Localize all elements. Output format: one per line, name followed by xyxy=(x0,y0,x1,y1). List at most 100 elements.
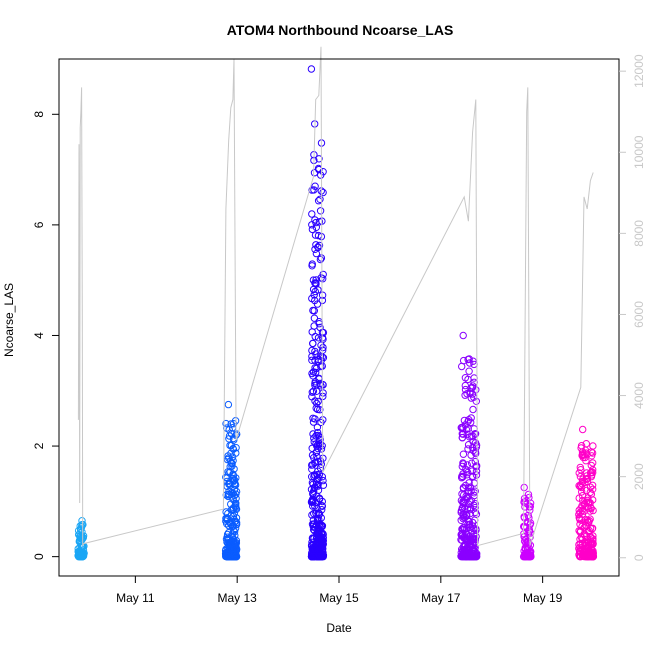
data-point xyxy=(464,445,472,453)
data-point xyxy=(583,472,591,480)
data-point xyxy=(317,382,325,390)
data-point xyxy=(312,218,320,227)
data-point xyxy=(464,487,472,495)
data-point xyxy=(317,362,325,371)
y-tick-label: 2 xyxy=(32,442,46,449)
data-point xyxy=(582,532,591,540)
data-point xyxy=(227,449,235,457)
data-point xyxy=(231,481,240,489)
data-point xyxy=(319,270,327,279)
data-point xyxy=(230,527,238,535)
data-point xyxy=(224,552,232,561)
data-point xyxy=(319,537,327,546)
data-point xyxy=(469,405,477,414)
data-point xyxy=(471,457,479,466)
data-point xyxy=(521,498,529,506)
x-tick-label: May 11 xyxy=(116,591,155,605)
data-point xyxy=(472,471,481,479)
data-point xyxy=(223,530,232,539)
y-axis-label: Ncoarse_LAS xyxy=(2,283,16,357)
data-point xyxy=(312,276,320,284)
data-point xyxy=(75,550,84,558)
plot-area xyxy=(74,46,598,561)
data-point xyxy=(222,419,230,428)
data-point xyxy=(459,331,467,340)
data-point xyxy=(578,488,586,496)
altitude-series-line xyxy=(77,46,594,547)
data-point xyxy=(469,446,477,455)
data-point xyxy=(579,547,588,555)
data-point xyxy=(467,537,475,545)
data-point xyxy=(227,420,235,428)
data-point xyxy=(319,328,328,337)
data-point xyxy=(587,504,595,513)
data-point xyxy=(575,494,583,502)
data-point xyxy=(459,459,467,467)
data-point xyxy=(459,523,468,532)
right-y-tick-label: 8000 xyxy=(632,220,646,247)
data-point xyxy=(308,511,316,519)
data-point xyxy=(467,451,475,459)
plot-frame xyxy=(58,58,620,577)
data-point xyxy=(465,500,473,508)
data-point xyxy=(471,430,479,438)
data-point xyxy=(309,339,317,348)
data-point xyxy=(318,542,327,551)
data-point xyxy=(316,255,325,264)
data-point xyxy=(75,531,83,539)
data-point xyxy=(524,490,533,499)
data-point xyxy=(459,485,468,493)
data-point xyxy=(576,463,584,472)
right-y-tick-label: 4000 xyxy=(632,382,646,409)
chart-title: ATOM4 Northbound Ncoarse_LAS xyxy=(227,22,454,38)
data-point xyxy=(313,423,322,431)
data-point xyxy=(231,552,240,561)
data-point xyxy=(311,483,319,491)
data-point xyxy=(319,481,328,489)
data-point xyxy=(309,490,317,498)
data-point xyxy=(524,552,532,561)
data-point xyxy=(471,487,479,495)
data-point xyxy=(314,286,322,294)
data-point xyxy=(315,165,323,174)
data-point xyxy=(312,534,321,542)
data-point xyxy=(310,552,319,561)
data-point xyxy=(465,479,473,487)
data-point xyxy=(230,544,239,553)
x-tick-label: May 13 xyxy=(218,591,258,605)
data-point xyxy=(226,463,234,471)
data-point xyxy=(578,552,587,560)
data-point xyxy=(587,468,596,477)
data-point xyxy=(76,522,84,530)
data-point xyxy=(467,487,475,495)
data-point xyxy=(75,552,84,560)
data-point xyxy=(229,472,238,480)
data-point xyxy=(462,492,470,500)
x-axis-label: Date xyxy=(326,621,352,635)
data-point xyxy=(315,495,324,503)
data-point xyxy=(308,388,316,396)
data-point xyxy=(310,322,318,330)
data-point xyxy=(309,368,318,376)
data-point xyxy=(308,393,316,401)
data-point xyxy=(471,503,479,512)
data-point xyxy=(308,346,316,355)
data-point xyxy=(229,474,237,483)
data-point xyxy=(586,515,594,523)
data-point xyxy=(589,506,597,515)
data-point xyxy=(315,155,323,163)
right-y-tick-label: 6000 xyxy=(632,301,646,328)
data-point xyxy=(308,294,316,303)
data-point xyxy=(308,497,316,505)
data-point xyxy=(319,343,327,352)
data-point xyxy=(315,510,324,518)
data-point xyxy=(315,241,324,250)
data-point xyxy=(311,415,319,423)
data-point xyxy=(576,481,585,489)
data-point xyxy=(589,459,597,467)
data-point xyxy=(464,375,472,384)
data-point xyxy=(587,490,596,498)
data-point xyxy=(307,65,316,73)
data-point xyxy=(312,249,321,258)
data-point xyxy=(230,465,238,473)
